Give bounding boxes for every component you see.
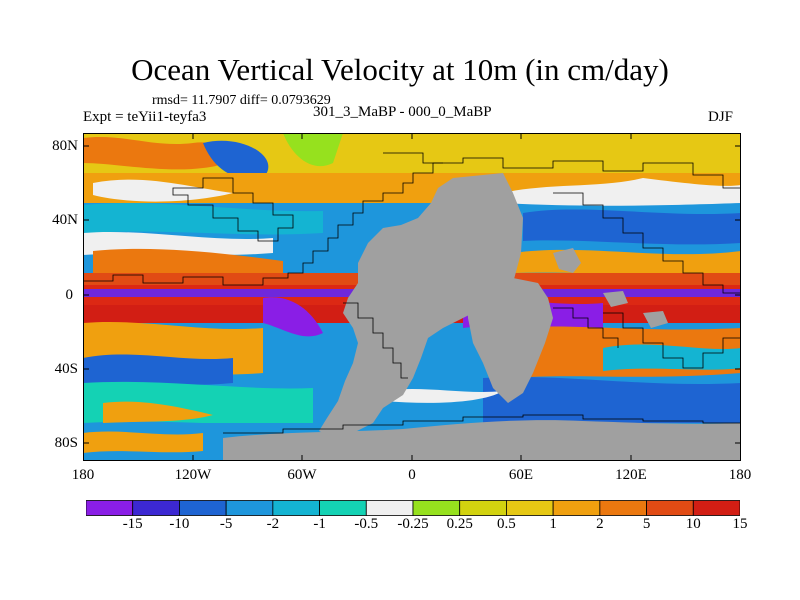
lon-label-180-west: 180 <box>71 467 95 483</box>
field-patch-blue-midnorth <box>523 209 741 245</box>
field-patch-orange-southwest <box>103 401 213 423</box>
lon-label-120e: 120E <box>615 467 647 483</box>
colorbar-label: 15 <box>732 516 748 532</box>
colorbar-swatch <box>225 500 274 516</box>
season-label: DJF <box>708 109 734 125</box>
lat-label-80n: 80N <box>52 138 78 154</box>
colorbar-swatch <box>599 500 647 516</box>
colorbar-label: -2 <box>266 516 280 532</box>
colorbar-label: 1 <box>549 516 557 532</box>
colorbar-label: -1 <box>313 516 326 532</box>
field-patch-white-south <box>383 389 503 403</box>
colorbar-swatch <box>179 500 227 516</box>
colorbar-label: 2 <box>596 516 604 532</box>
lon-label-180-east: 180 <box>728 467 752 483</box>
colorbar-swatch <box>506 500 554 516</box>
lon-label-0: 0 <box>408 467 416 483</box>
colorbar-swatch <box>646 500 694 516</box>
colorbar-label: 0.25 <box>446 516 473 532</box>
lat-label-80s: 80S <box>54 435 78 451</box>
colorbar-label: 0.5 <box>497 516 516 532</box>
lat-label-0: 0 <box>65 287 74 303</box>
field-patch-cyan-north <box>83 203 323 235</box>
colorbar-swatch <box>552 500 601 516</box>
field-patch-orange-polar <box>83 431 203 453</box>
colorbar-label: 10 <box>685 516 701 532</box>
colorbar-swatch <box>459 500 507 516</box>
stats-line: rmsd= 11.7907 diff= 0.0793629 <box>152 93 331 108</box>
colorbar-swatch <box>272 500 320 516</box>
field-patch-purple-west <box>263 297 323 337</box>
field-patch-blue-southeast <box>483 376 741 425</box>
field-patch-orange-north <box>93 248 283 275</box>
land-americas <box>319 173 523 438</box>
lon-label-60w: 60W <box>287 467 317 483</box>
period-label: 301_3_MaBP - 000_0_MaBP <box>313 104 492 120</box>
colorbar-label: -10 <box>169 516 190 532</box>
lat-label-40n: 40N <box>52 212 78 228</box>
field-patch-green-north <box>283 133 343 167</box>
colorbar-label: -15 <box>122 516 143 532</box>
colorbar-label: -0.5 <box>354 516 379 532</box>
axis-ticks <box>83 133 741 461</box>
land-antarctica <box>223 420 741 461</box>
field-patch-red-north <box>83 136 230 170</box>
field-patch-white-b <box>503 178 741 206</box>
colorbar-swatch <box>365 500 414 516</box>
colorbar-swatch <box>86 500 134 516</box>
colorbar-label: -5 <box>219 516 233 532</box>
field-patch-white-a <box>93 179 233 202</box>
land-islands <box>553 248 668 328</box>
land-africa <box>467 278 553 403</box>
coastlines <box>83 152 741 434</box>
colorbar-label: 5 <box>642 516 651 532</box>
field-patch-blue-north <box>203 140 269 179</box>
colorbar <box>86 500 740 516</box>
plot-title: Ocean Vertical Velocity at 10m (in cm/da… <box>131 52 669 87</box>
lat-label-40s: 40S <box>54 361 78 377</box>
field-patch-blue-south <box>83 354 233 385</box>
lon-label-60e: 60E <box>508 467 534 483</box>
colorbar-swatch <box>692 500 740 516</box>
colorbar-label: -0.25 <box>397 516 429 532</box>
velocity-map <box>83 133 741 461</box>
colorbar-swatch <box>319 500 367 516</box>
colorbar-swatch <box>412 500 461 516</box>
lon-label-120w: 120W <box>174 467 212 483</box>
colorbar-swatch <box>132 500 180 516</box>
experiment-label: Expt = teYii1-teyfa3 <box>83 109 207 125</box>
